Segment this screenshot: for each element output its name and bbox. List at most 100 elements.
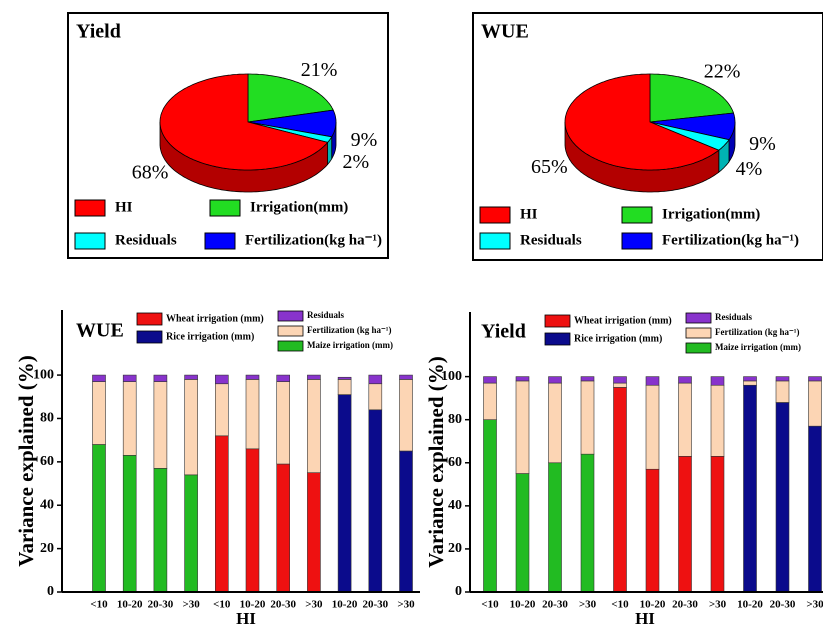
y-tick-label: 80 [40, 411, 54, 426]
x-tick-label: <10 [481, 599, 499, 611]
value-label: 65% [531, 156, 568, 178]
chart-title: Yield [481, 321, 526, 343]
bar-segment [368, 383, 383, 411]
bar-segment [184, 379, 198, 476]
legend-swatch [544, 332, 571, 346]
legend-swatch [685, 312, 712, 324]
legend-label: Rice irrigation (mm) [166, 331, 254, 342]
bar-segment [245, 448, 260, 593]
legend-label: Fertilization(kg ha⁻¹) [662, 232, 799, 248]
pie-slice [247, 109, 337, 138]
value-label: 21% [301, 59, 338, 81]
legend-swatch [277, 310, 304, 322]
chart-title: WUE [481, 21, 529, 43]
bar-segment [184, 374, 198, 380]
bar-segment [580, 453, 595, 593]
y-tick-label: 100 [33, 367, 54, 382]
y-tick-label: 20 [40, 541, 54, 556]
y-tick-label: 0 [455, 584, 462, 599]
bar-segment [743, 380, 757, 386]
legend-swatch [479, 232, 511, 250]
bar-segment [122, 455, 137, 593]
legend-swatch [277, 325, 304, 337]
bar-segment [645, 376, 660, 386]
bar-segment [808, 376, 822, 382]
bar-segment [613, 382, 627, 388]
legend-swatch [204, 232, 236, 250]
x-tick-label: 10-20 [117, 599, 143, 611]
legend-label: Residuals [715, 312, 753, 322]
legend-label: HI [115, 199, 133, 215]
bar-segment [276, 374, 291, 382]
y-axis-label: Variance explained (%) [424, 356, 448, 568]
y-tick-label: 40 [448, 498, 462, 513]
bar-segment [743, 376, 757, 382]
value-label: 68% [132, 161, 169, 183]
x-tick-label: >30 [182, 599, 200, 611]
legend-label: Wheat irrigation (mm) [166, 313, 264, 324]
bar-segment [645, 468, 660, 593]
chart-title: WUE [76, 320, 124, 342]
bar-segment [307, 472, 321, 593]
legend-swatch [136, 330, 163, 344]
bar-segment [399, 379, 413, 452]
pie-slice [247, 73, 334, 123]
bar-segment [678, 456, 692, 593]
x-tick-label: 10-20 [737, 599, 763, 611]
legend-swatch [74, 199, 106, 217]
bar-segment [368, 374, 383, 385]
bar-segment [548, 382, 562, 464]
x-tick-label: 10-20 [332, 599, 358, 611]
chart-title: Yield [76, 21, 121, 43]
x-tick-label: 20-30 [542, 599, 568, 611]
bar-segment [710, 456, 725, 593]
value-label: 9% [351, 129, 378, 151]
bar-segment [678, 376, 692, 384]
bar-segment [215, 374, 229, 385]
legend-label: Fertilization(kg ha⁻¹) [245, 232, 382, 248]
value-label: 4% [736, 158, 763, 180]
pie-slice [159, 73, 329, 171]
pie-slice [649, 121, 730, 151]
legend-swatch [209, 199, 241, 217]
bar-segment [122, 381, 137, 456]
x-tick-label: 10-20 [240, 599, 266, 611]
legend-label: Fertilization (kg ha⁻¹) [715, 327, 799, 337]
bar-segment [337, 379, 352, 395]
legend-swatch [479, 206, 511, 224]
legend-swatch [544, 314, 571, 328]
x-tick-label: 10-20 [640, 599, 666, 611]
x-tick-label: 20-30 [148, 599, 174, 611]
bar-segment [678, 382, 692, 457]
bar-segment [307, 379, 321, 473]
bar-segment [515, 380, 530, 474]
bar-segment [92, 374, 106, 382]
legend-swatch [136, 312, 163, 326]
bar-segment [399, 374, 413, 380]
bar-segment [710, 384, 725, 457]
bar-segment [613, 376, 627, 384]
legend-swatch [277, 340, 304, 352]
x-axis-label: HI [635, 609, 655, 628]
x-tick-label: <10 [213, 599, 231, 611]
x-tick-label: >30 [397, 599, 415, 611]
legend-label: Maize irrigation (mm) [307, 340, 393, 350]
pie-slice [649, 73, 735, 123]
bar-segment [808, 425, 822, 593]
x-tick-label: 20-30 [770, 599, 796, 611]
y-tick-label: 60 [448, 455, 462, 470]
bar-segment [580, 380, 595, 455]
bar-segment [399, 450, 413, 593]
x-tick-label: 20-30 [672, 599, 698, 611]
legend-label: Rice irrigation (mm) [574, 333, 662, 344]
bar-segment [276, 381, 291, 465]
legend-swatch [685, 342, 712, 354]
x-tick-label: >30 [579, 599, 597, 611]
x-tick-label: >30 [709, 599, 727, 611]
bar-segment [215, 435, 229, 593]
bar-segment [775, 402, 790, 593]
bar-segment [613, 387, 627, 593]
bar-segment [775, 380, 790, 403]
x-tick-label: <10 [90, 599, 108, 611]
bar-segment [515, 376, 530, 382]
